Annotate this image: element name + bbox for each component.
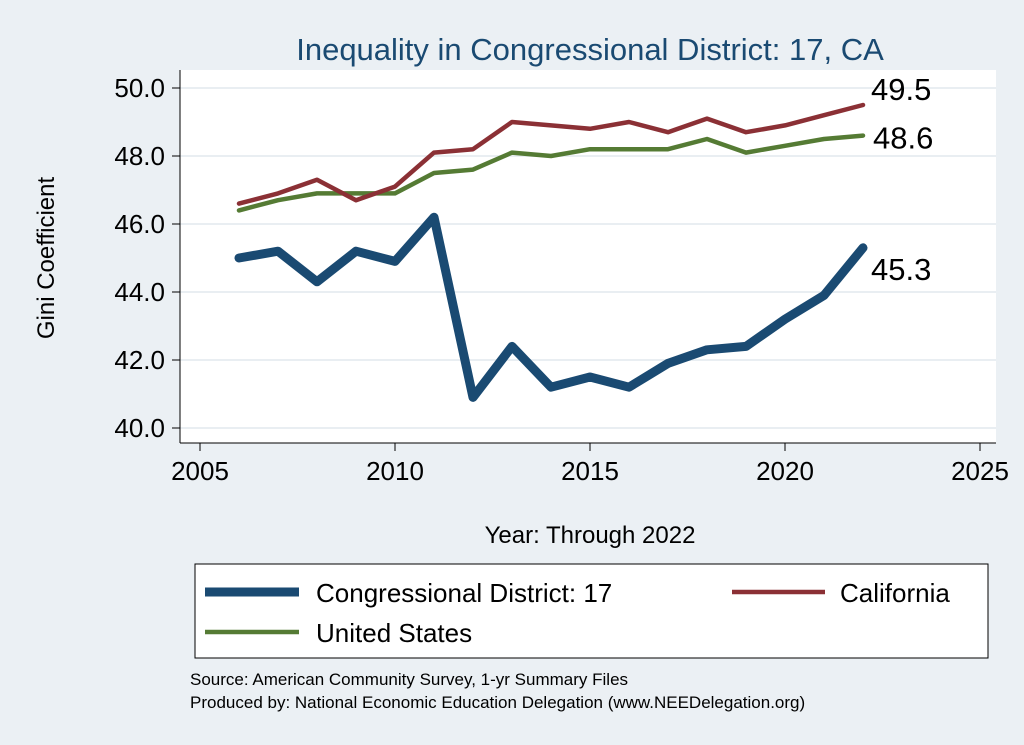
- y-tick-label: 50.0: [114, 73, 165, 103]
- x-tick-labels: 2005 2010 2015 2020 2025: [171, 456, 1009, 486]
- y-axis-title: Gini Coefficient: [33, 177, 60, 340]
- legend: Congressional District: 17 California Unit…: [205, 578, 950, 648]
- chart-title: Inequality in Congressional District: 17…: [296, 32, 884, 67]
- y-tick-label: 46.0: [114, 209, 165, 239]
- x-tick-label: 2005: [171, 456, 229, 486]
- legend-label-1: California: [840, 578, 950, 608]
- axes: [172, 70, 996, 451]
- y-tick-label: 48.0: [114, 141, 165, 171]
- y-tick-label: 44.0: [114, 277, 165, 307]
- legend-label-2: United States: [316, 618, 472, 648]
- x-tick-label: 2025: [951, 456, 1009, 486]
- source-note: Source: American Community Survey, 1-yr …: [190, 670, 628, 689]
- end-label-1: 49.5: [871, 72, 931, 107]
- series-line-1: [236, 102, 866, 206]
- x-axis-title: Year: Through 2022: [485, 522, 696, 549]
- x-tick-label: 2010: [366, 456, 424, 486]
- y-tick-label: 42.0: [114, 345, 165, 375]
- end-label-0: 45.3: [871, 252, 931, 287]
- gridlines: [180, 87, 996, 429]
- y-tick-labels: 40.0 42.0 44.0 46.0 48.0 50.0: [114, 73, 165, 443]
- legend-box: [194, 563, 989, 659]
- x-tick-label: 2015: [561, 456, 619, 486]
- end-label-2: 48.6: [873, 121, 933, 156]
- legend-label-0: Congressional District: 17: [316, 578, 612, 608]
- series-line-0: [234, 212, 868, 402]
- y-tick-label: 40.0: [114, 413, 165, 443]
- produced-by-note: Produced by: National Economic Education…: [190, 693, 805, 712]
- x-tick-label: 2020: [756, 456, 814, 486]
- end-labels: 48.6 49.5 45.3: [871, 72, 933, 287]
- series-lines: [234, 102, 868, 402]
